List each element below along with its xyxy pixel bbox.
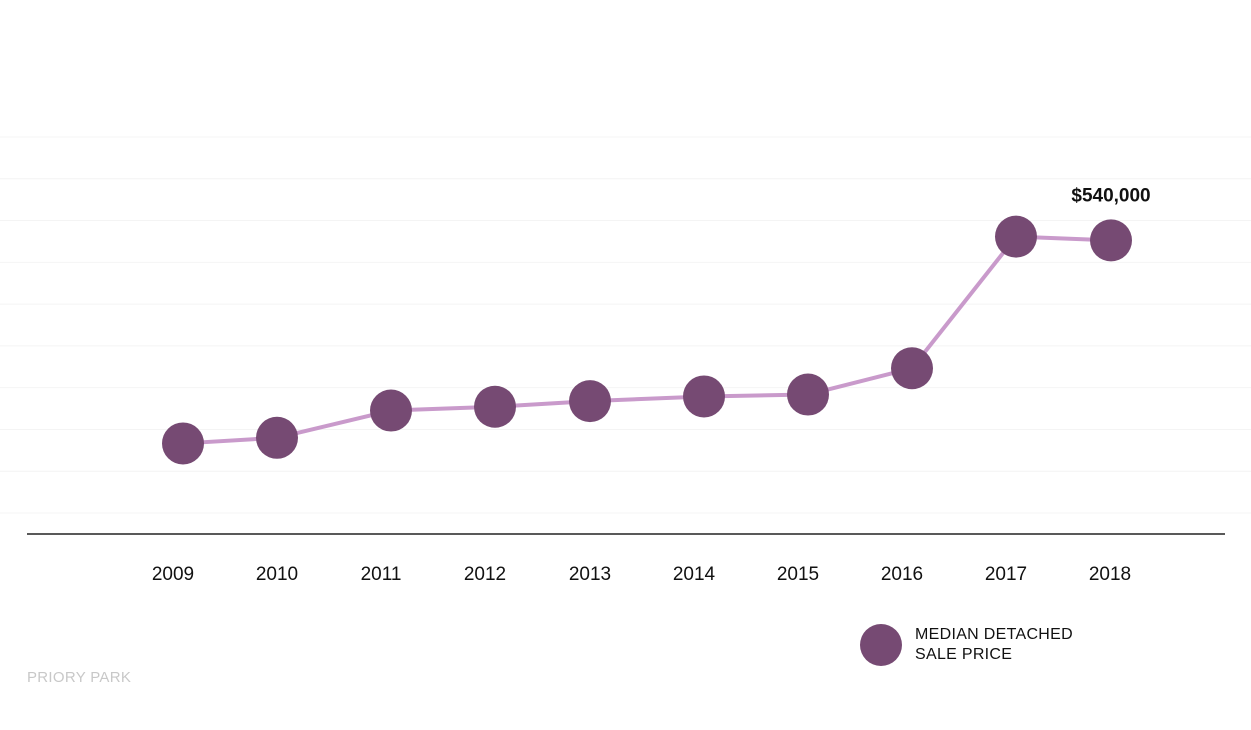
data-point-2011 [370,389,412,432]
data-points [162,215,1132,465]
data-point-2012 [474,385,516,428]
series-line-layer [182,234,1112,446]
x-tick-label: 2012 [464,564,506,585]
x-tick-label: 2011 [361,564,402,585]
x-tick-label: 2017 [985,564,1027,585]
legend-label-line1: MEDIAN DETACHED [915,626,1073,643]
x-tick-label: 2015 [777,564,819,585]
gridlines [0,136,1251,514]
series-line [182,234,1112,446]
data-label: $540,000 [1071,185,1150,206]
legend-label: MEDIAN DETACHED SALE PRICE [915,625,1073,665]
source-label: PRIORY PARK [27,669,132,686]
legend: MEDIAN DETACHED SALE PRICE [860,624,1073,666]
x-tick-label: 2018 [1089,564,1131,585]
data-point-2013 [569,380,611,423]
x-tick-label: 2016 [881,564,923,585]
data-point-2016 [891,347,933,390]
x-tick-label: 2009 [152,564,194,585]
data-point-2017 [995,215,1037,258]
legend-label-line2: SALE PRICE [915,646,1013,663]
x-tick-label: 2014 [673,564,716,585]
data-point-2015 [787,373,829,416]
data-point-2018 [1090,219,1132,262]
data-point-2014 [683,375,725,418]
data-point-2009 [162,422,204,465]
legend-marker [860,624,902,666]
data-point-2010 [256,416,298,459]
x-tick-label: 2013 [569,564,611,585]
x-tick-label: 2010 [256,564,298,585]
data-labels: $540,000 [1071,185,1150,206]
x-axis-tick-labels: 2009 2010 2011 2012 2013 2014 2015 2016 2017 2018 [152,564,1131,585]
